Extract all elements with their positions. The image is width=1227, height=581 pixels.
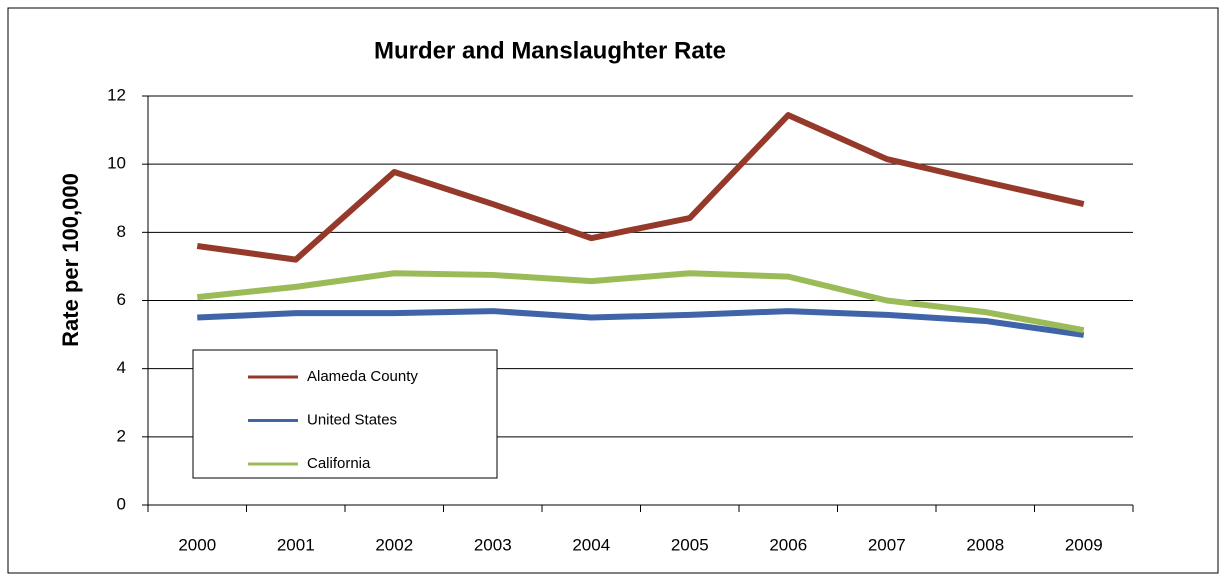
chart-title: Murder and Manslaughter Rate [374, 37, 726, 64]
x-tick-label: 2004 [572, 535, 610, 554]
x-tick-label: 2003 [474, 535, 512, 554]
legend-label: United States [307, 411, 397, 428]
y-tick-label: 10 [107, 154, 126, 173]
legend-label: Alameda County [307, 368, 418, 385]
y-tick-label: 6 [117, 290, 126, 309]
series-line [197, 308, 1085, 338]
x-tick-label: 2006 [769, 535, 807, 554]
y-axis-label: Rate per 100,000 [58, 173, 83, 347]
x-tick-label: 2009 [1065, 535, 1103, 554]
legend-box [192, 349, 498, 479]
y-tick-label: 4 [117, 358, 126, 377]
series-line [196, 112, 1085, 263]
x-tick-label: 2002 [375, 535, 413, 554]
y-tick-label: 2 [117, 426, 126, 445]
x-tick-label: 2008 [966, 535, 1004, 554]
chart-frame [7, 7, 1219, 574]
y-tick-label: 0 [117, 494, 126, 513]
y-tick-label: 12 [107, 85, 126, 104]
series-line [196, 270, 1085, 334]
legend-label: California [307, 455, 371, 472]
y-tick-label: 8 [117, 222, 126, 241]
x-tick-label: 2001 [277, 535, 315, 554]
x-tick-label: 2007 [868, 535, 906, 554]
x-tick-label: 2000 [178, 535, 216, 554]
x-tick-label: 2005 [671, 535, 709, 554]
